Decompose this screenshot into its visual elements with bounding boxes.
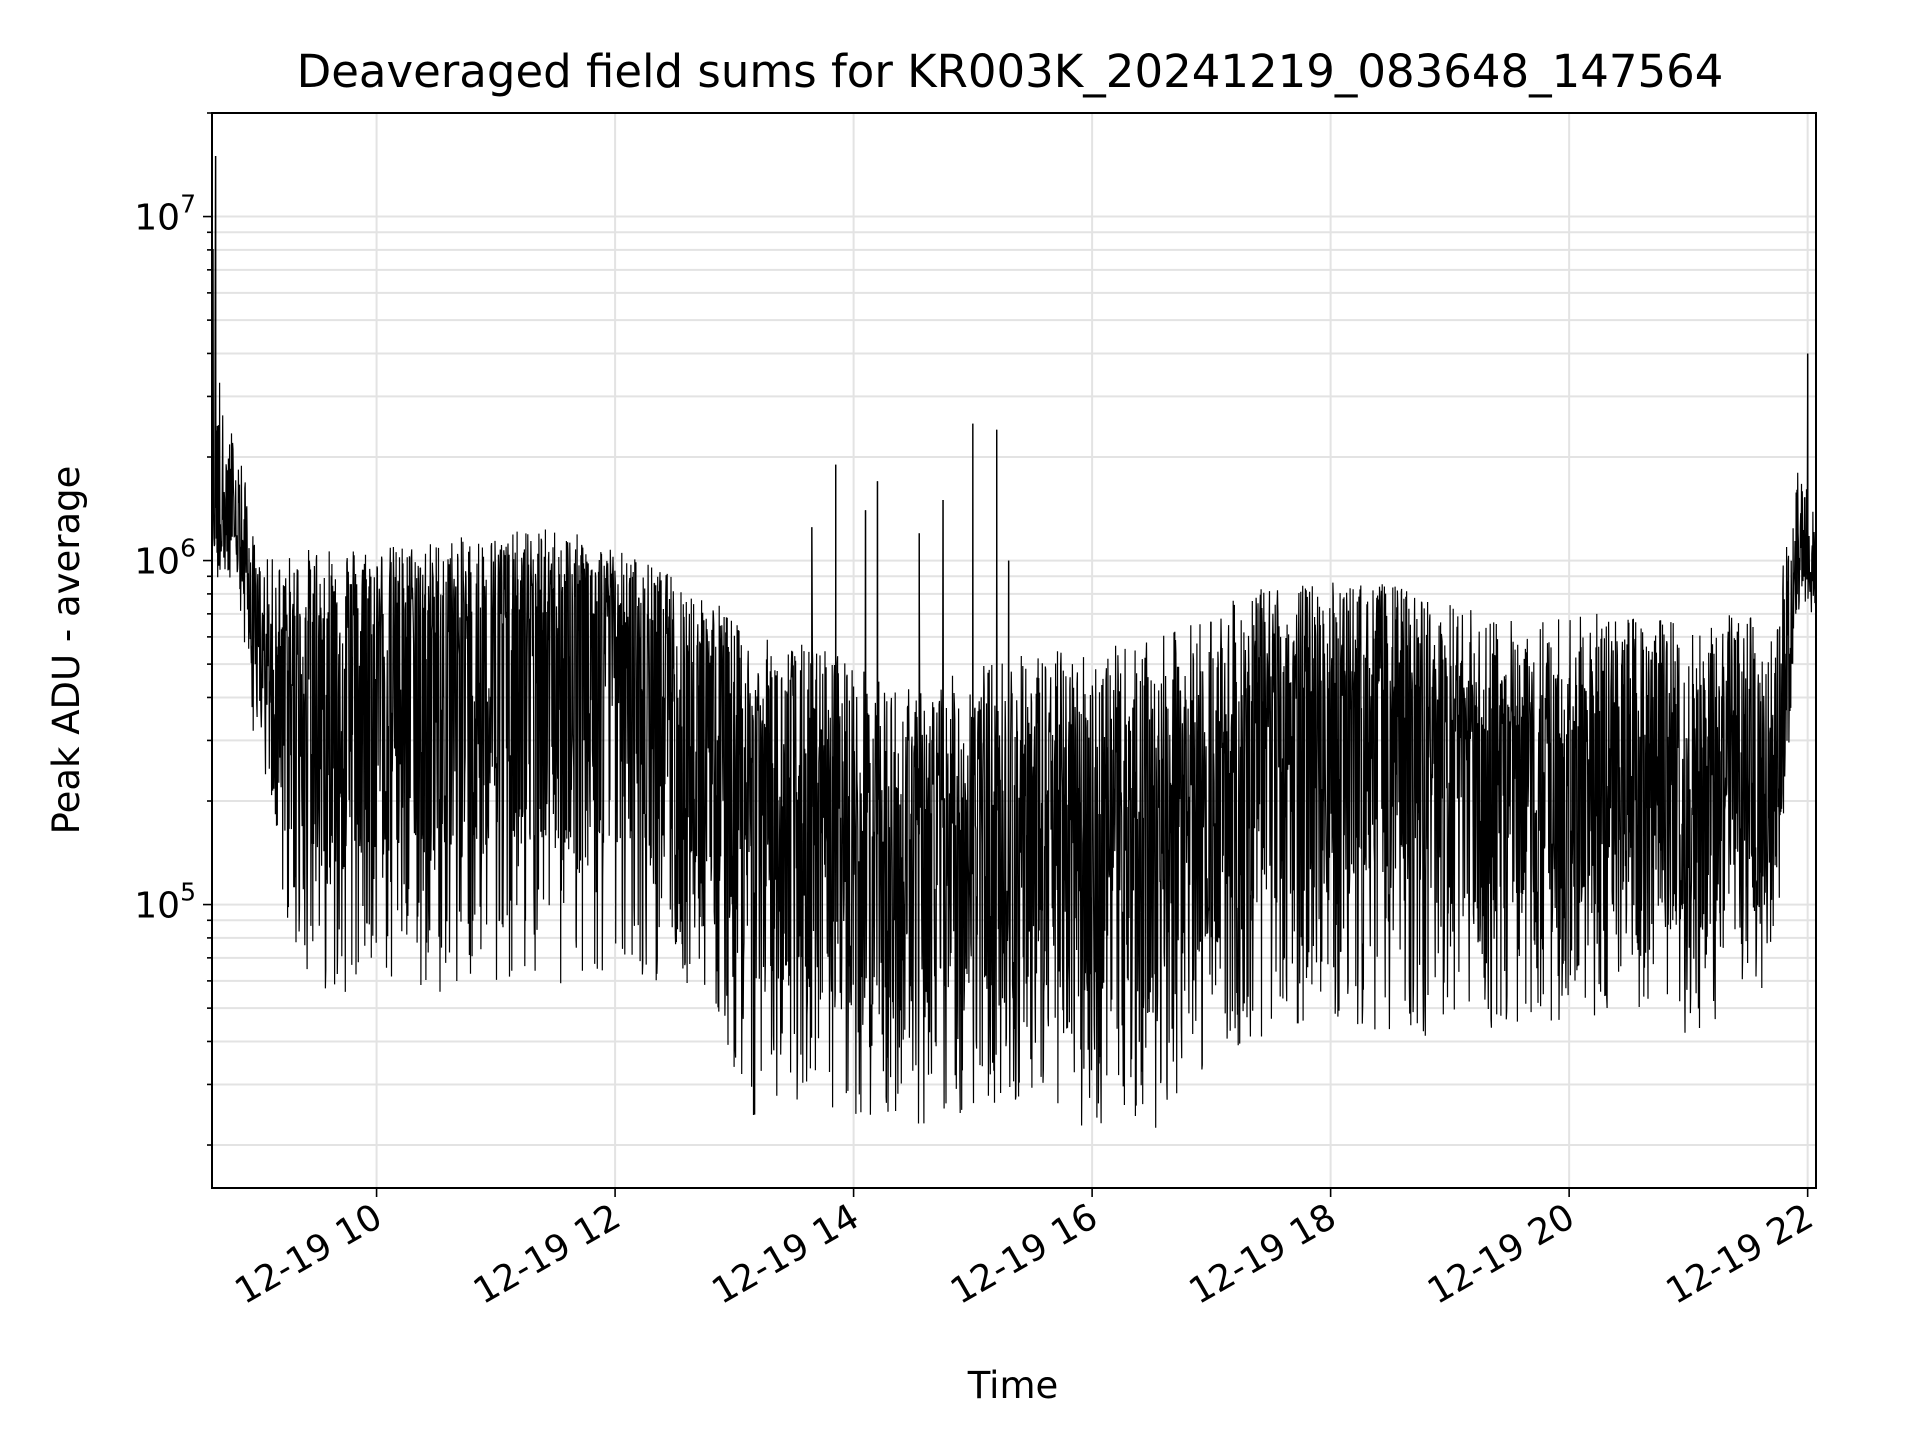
chart-title: Deaveraged field sums for KR003K_2024121… xyxy=(297,45,1724,98)
plot-frame xyxy=(211,112,1817,1189)
data-series xyxy=(211,155,1817,1128)
y-axis-label: Peak ADU - average xyxy=(45,466,88,835)
series-line xyxy=(211,155,1817,1128)
y-tick-label: 106 xyxy=(134,534,196,583)
y-tick-label: 107 xyxy=(134,190,196,239)
x-axis-label: Time xyxy=(967,1364,1059,1407)
y-tick-label: 105 xyxy=(134,878,196,927)
